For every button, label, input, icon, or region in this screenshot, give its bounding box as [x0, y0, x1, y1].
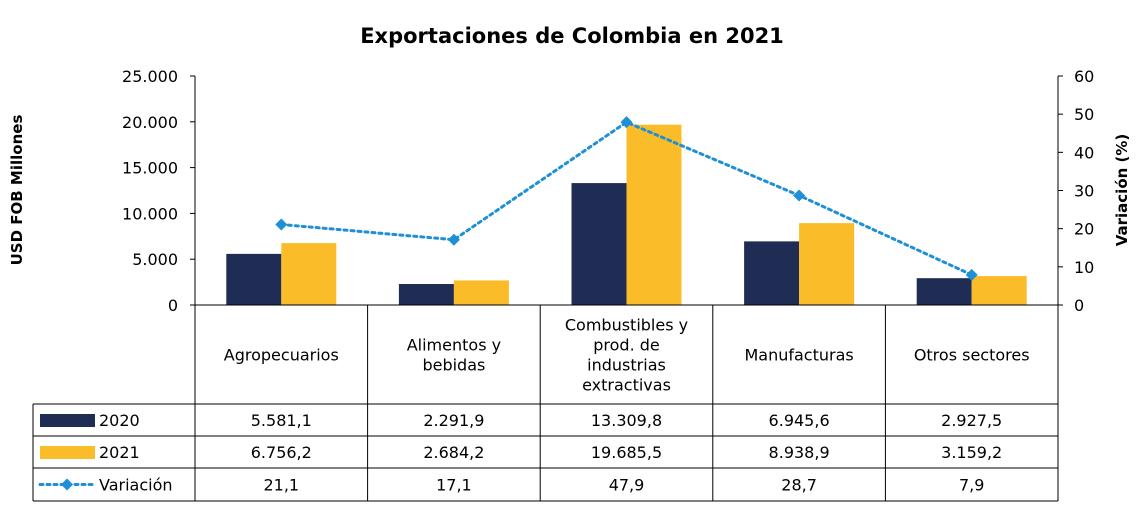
- bar-2020-4: [916, 278, 972, 305]
- category-label-1: Alimentos y bebidas: [407, 336, 501, 375]
- category-label-3: Manufacturas: [744, 346, 853, 365]
- y2-tick-label: 60: [1074, 67, 1094, 86]
- category-label-line: prod. de: [593, 336, 660, 355]
- y2-tick-label: 30: [1074, 182, 1094, 201]
- y-tick-label: 25.000: [122, 67, 178, 86]
- variation-marker-3: [793, 189, 806, 202]
- bar-2021-4: [971, 276, 1027, 305]
- table-cell-1-4: 3.159,2: [941, 443, 1002, 462]
- legend-swatch-marker: [61, 478, 73, 491]
- legend-swatch-2021: [40, 446, 95, 459]
- category-label-line: Manufacturas: [744, 346, 853, 365]
- table-cell-0-1: 2.291,9: [423, 411, 484, 430]
- category-label-line: Agropecuarios: [224, 346, 339, 365]
- category-label-4: Otros sectores: [914, 346, 1030, 365]
- bar-2021-3: [799, 223, 855, 305]
- table-cell-0-0: 5.581,1: [251, 411, 312, 430]
- table-cell-0-3: 6.945,6: [769, 411, 830, 430]
- category-label-line: extractivas: [582, 376, 671, 395]
- category-label-0: Agropecuarios: [224, 346, 339, 365]
- y-tick-label: 10.000: [122, 204, 178, 223]
- y-tick-label: 20.000: [122, 113, 178, 132]
- table-cell-2-1: 17,1: [436, 476, 472, 495]
- category-label-2: Combustibles y prod. de industrias extracti…: [565, 316, 688, 395]
- bar-2020-2: [571, 183, 627, 305]
- y-tick-label: 15.000: [122, 159, 178, 178]
- table-cell-0-2: 13.309,8: [591, 411, 662, 430]
- y-tick-label: 0: [168, 296, 178, 315]
- table-cell-2-0: 21,1: [263, 476, 299, 495]
- legend-label-2: Variación: [99, 476, 173, 495]
- y2-tick-label: 20: [1074, 220, 1094, 239]
- category-label-line: bebidas: [422, 356, 485, 375]
- table-cell-2-4: 7,9: [959, 476, 984, 495]
- y2-axis-label: Variación (%): [1113, 134, 1131, 247]
- table-cell-0-4: 2.927,5: [941, 411, 1002, 430]
- table-cell-1-2: 19.685,5: [591, 443, 662, 462]
- variation-marker-4: [965, 268, 978, 281]
- table-cell-2-2: 47,9: [609, 476, 645, 495]
- legend-swatch-2020: [40, 414, 95, 427]
- bar-2021-1: [453, 280, 509, 305]
- table-cell-2-3: 28,7: [781, 476, 817, 495]
- category-label-line: industrias: [587, 356, 666, 375]
- variation-marker-1: [447, 233, 460, 246]
- y2-tick-label: 40: [1074, 143, 1094, 162]
- table-cell-1-0: 6.756,2: [251, 443, 312, 462]
- y2-tick-label: 50: [1074, 105, 1094, 124]
- y-axis-label: USD FOB Millones: [8, 115, 26, 266]
- table-cell-1-3: 8.938,9: [769, 443, 830, 462]
- category-label-line: Alimentos y: [407, 336, 501, 355]
- legend-label-0: 2020: [99, 411, 140, 430]
- y2-tick-label: 0: [1074, 296, 1084, 315]
- bar-2020-3: [744, 241, 800, 305]
- legend-label-1: 2021: [99, 443, 140, 462]
- category-label-line: Combustibles y: [565, 316, 688, 335]
- variation-marker-0: [275, 218, 288, 231]
- variation-marker-2: [620, 116, 633, 129]
- y-tick-label: 5.000: [132, 250, 178, 269]
- bar-2020-0: [226, 253, 282, 305]
- bar-2020-1: [398, 284, 454, 305]
- bar-2021-0: [281, 243, 337, 305]
- bar-2021-2: [626, 124, 682, 305]
- category-label-line: Otros sectores: [914, 346, 1030, 365]
- table-cell-1-1: 2.684,2: [423, 443, 484, 462]
- chart-title: Exportaciones de Colombia en 2021: [360, 24, 784, 48]
- y2-tick-label: 10: [1074, 258, 1094, 277]
